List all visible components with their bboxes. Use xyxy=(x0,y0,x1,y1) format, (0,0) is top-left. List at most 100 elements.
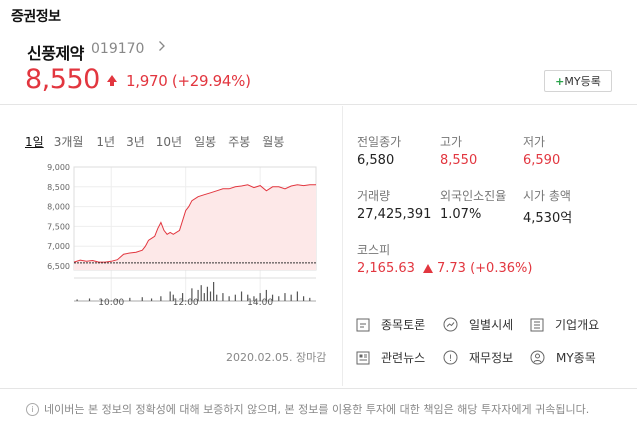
add-my-stock-button[interactable]: +MY등록 xyxy=(544,70,612,92)
link-label: 재무정보 xyxy=(469,351,514,365)
stat-label: 전일종가 xyxy=(357,135,402,149)
volume-bar xyxy=(172,294,174,301)
chevron-right-icon[interactable] xyxy=(158,40,166,56)
x-tick-label: 14:00 xyxy=(247,298,273,305)
stat-value: 27,425,391 xyxy=(357,207,432,222)
market-status-date: 2020.02.05. 장마감 xyxy=(226,351,327,364)
price-chart: 9,000 8,500 8,000 7,500 7,000 6,500 10:00 12:00… xyxy=(47,163,317,305)
stat-label: 시가 총액 xyxy=(523,189,571,203)
bottom-divider xyxy=(0,388,637,389)
disclaimer-text: 네이버는 본 정보의 정확성에 대해 보증하지 않으며, 본 정보를 이용한 투… xyxy=(44,403,590,416)
volume-bar xyxy=(116,299,119,301)
coin-icon: ! xyxy=(443,350,463,365)
price-up-icon xyxy=(107,75,117,82)
index-change: 7.73 (+0.36%) xyxy=(437,261,533,276)
volume-bar xyxy=(284,293,286,301)
volume-bar xyxy=(265,289,267,301)
top-divider xyxy=(0,104,637,105)
stat-value: 4,530억 xyxy=(523,211,573,226)
link-label: 일별시세 xyxy=(469,318,514,332)
volume-bar xyxy=(228,296,230,301)
link-coin[interactable]: ! 재무정보 xyxy=(443,349,513,366)
volume-bar xyxy=(169,291,171,301)
volume-bar xyxy=(209,291,212,301)
person-icon xyxy=(530,350,550,365)
index-label: 코스피 xyxy=(357,243,391,257)
link-person[interactable]: MY종목 xyxy=(530,349,596,366)
y-tick-label: 8,000 xyxy=(47,203,70,212)
volume-bar xyxy=(88,298,91,301)
forum-icon xyxy=(356,318,375,332)
price-area xyxy=(74,184,316,270)
x-tick-label: 12:00 xyxy=(173,298,199,305)
volume-bar xyxy=(271,294,274,301)
stat-value: 1.07% xyxy=(440,207,482,222)
index-value: 2,165.63 xyxy=(357,261,415,276)
y-tick-label: 9,000 xyxy=(47,163,70,172)
tab-7[interactable]: 월봉 xyxy=(262,135,285,149)
volume-bar xyxy=(247,294,249,301)
stat-value: 6,580 xyxy=(357,153,395,168)
tab-6[interactable]: 주봉 xyxy=(228,135,251,149)
add-my-stock-label: MY등록 xyxy=(564,75,601,88)
chart-period-tabs: 1일 3개월 1년 3년 10년 일봉 주봉 월봉 xyxy=(25,133,284,150)
vertical-divider xyxy=(342,106,343,386)
volume-bar xyxy=(296,291,298,301)
volume-bar xyxy=(197,289,199,301)
volume-bar xyxy=(216,294,218,301)
volume-bar xyxy=(240,291,243,301)
stat-value: 6,590 xyxy=(523,153,561,168)
link-label: MY종목 xyxy=(556,351,596,365)
link-news[interactable]: 관련뉴스 xyxy=(356,349,425,366)
stock-name-link[interactable]: 신풍제약 xyxy=(27,44,84,63)
triangle-up-icon xyxy=(423,264,433,273)
tab-5[interactable]: 일봉 xyxy=(194,135,217,149)
volume-bar xyxy=(76,299,78,301)
info-icon: i xyxy=(26,402,39,416)
link-document[interactable]: 기업개요 xyxy=(530,316,599,333)
volume-bar xyxy=(141,297,143,301)
link-label: 기업개요 xyxy=(555,318,600,332)
volume-bar xyxy=(129,297,131,301)
volume-bar xyxy=(222,293,224,301)
volume-bar xyxy=(213,282,215,301)
volume-bar xyxy=(206,286,209,301)
tab-1[interactable]: 3개월 xyxy=(53,135,84,149)
volume-bar xyxy=(101,299,103,301)
index-change-wrap: 7.73 (+0.36%) xyxy=(423,261,532,276)
stat-value: 8,550 xyxy=(440,153,478,168)
volume-bar xyxy=(290,294,292,301)
volume-bar xyxy=(253,296,255,301)
price-up-icon-stem xyxy=(110,82,114,86)
y-tick-label: 8,500 xyxy=(47,183,70,192)
section-title: 증권정보 xyxy=(11,9,61,25)
link-trend[interactable]: 일별시세 xyxy=(443,316,513,333)
plus-icon: + xyxy=(555,75,565,88)
y-tick-label: 6,500 xyxy=(47,262,70,271)
volume-bar xyxy=(309,297,311,301)
volume-bar xyxy=(191,288,193,301)
price-line xyxy=(73,184,316,263)
stat-label: 고가 xyxy=(440,135,463,149)
stock-code[interactable]: 019170 xyxy=(91,41,145,57)
volume-bar xyxy=(302,296,305,301)
volume-bar xyxy=(181,293,184,301)
link-label: 종목토론 xyxy=(381,318,426,332)
tab-4[interactable]: 10년 xyxy=(155,135,183,149)
tab-0[interactable]: 1일 xyxy=(25,135,44,149)
volume-bar xyxy=(278,296,280,301)
volume-bar xyxy=(200,285,202,301)
trend-icon xyxy=(443,317,463,332)
volume-bar xyxy=(160,296,162,301)
tab-3[interactable]: 3년 xyxy=(126,135,145,149)
news-icon xyxy=(356,351,375,365)
link-forum[interactable]: 종목토론 xyxy=(356,316,425,333)
volume-bar xyxy=(203,293,205,301)
link-label: 관련뉴스 xyxy=(381,351,426,365)
tab-2[interactable]: 1년 xyxy=(96,135,116,149)
price-change: 1,970 (+29.94%) xyxy=(126,72,251,90)
y-tick-label: 7,000 xyxy=(47,242,70,251)
x-tick-label: 10:00 xyxy=(98,298,124,305)
volume-bar xyxy=(150,298,153,301)
disclaimer: i 네이버는 본 정보의 정확성에 대해 보증하지 않으며, 본 정보를 이용한… xyxy=(26,401,589,417)
